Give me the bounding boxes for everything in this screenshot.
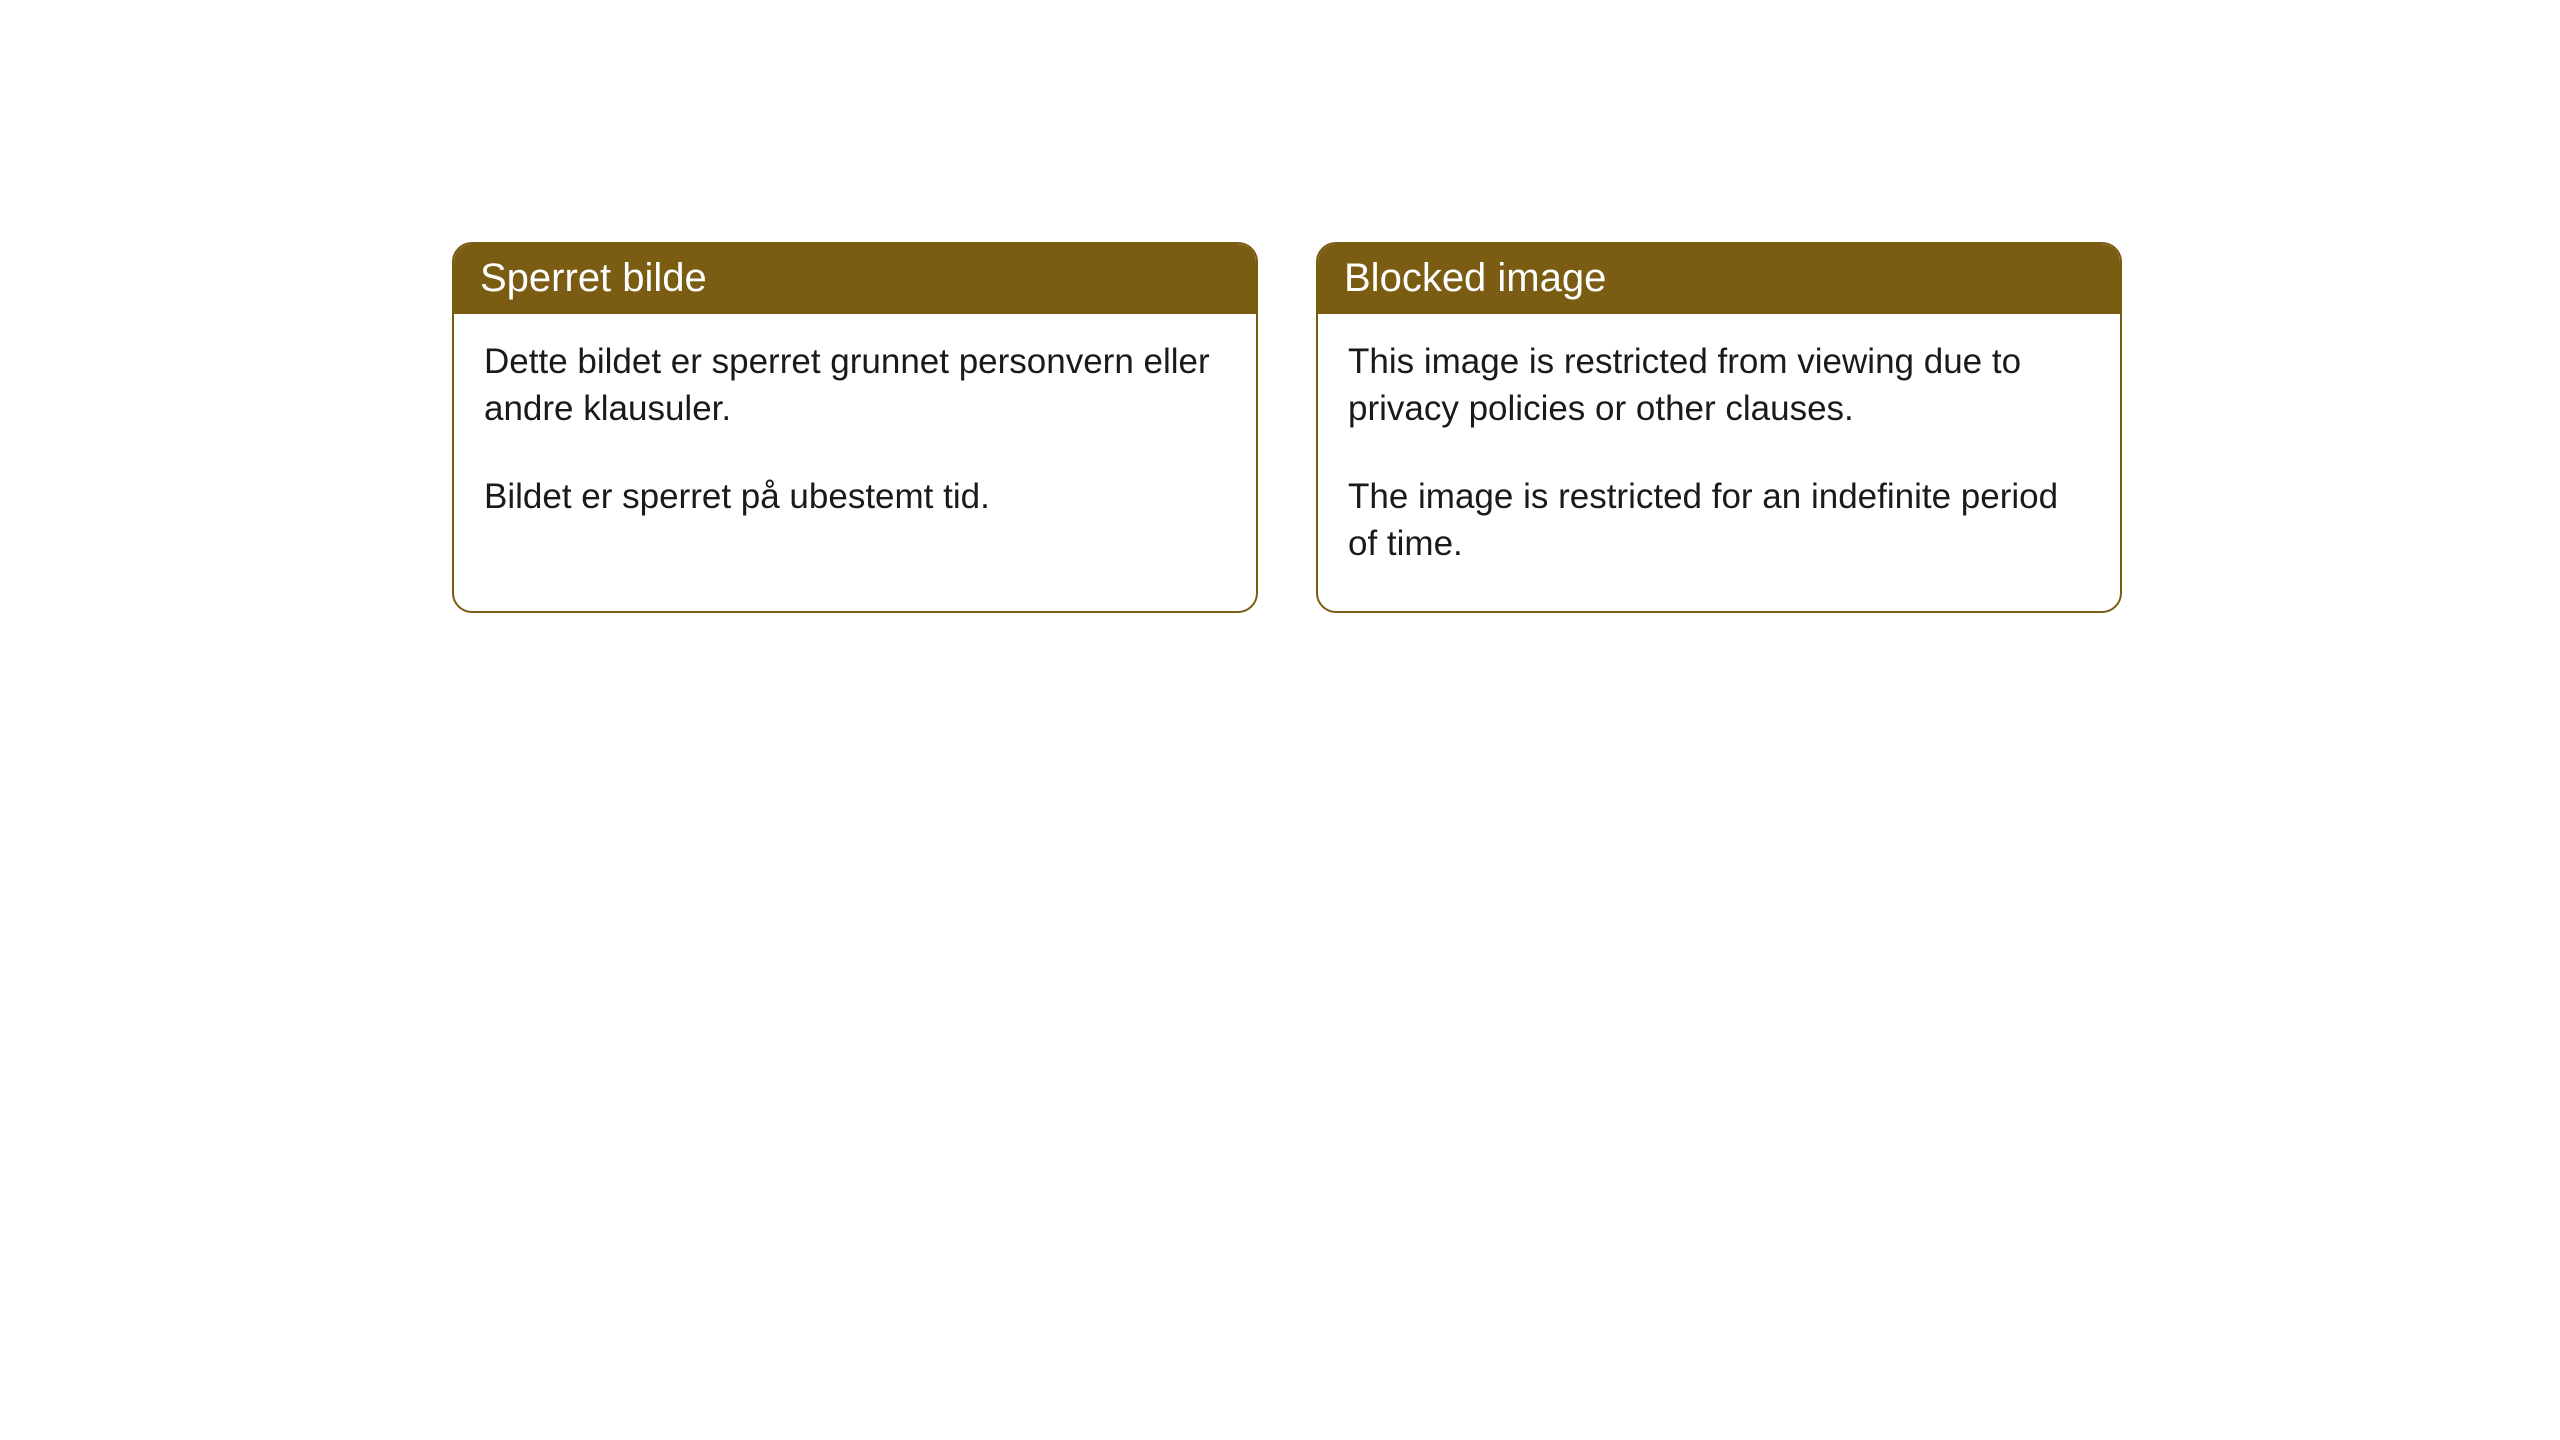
card-english: Blocked image This image is restricted f… xyxy=(1316,242,2122,613)
card-norwegian: Sperret bilde Dette bildet er sperret gr… xyxy=(452,242,1258,613)
card-p1-en: This image is restricted from viewing du… xyxy=(1348,338,2090,433)
card-body-en: This image is restricted from viewing du… xyxy=(1318,314,2120,611)
card-body-no: Dette bildet er sperret grunnet personve… xyxy=(454,314,1256,564)
card-p2-no: Bildet er sperret på ubestemt tid. xyxy=(484,473,1226,520)
notice-container: Sperret bilde Dette bildet er sperret gr… xyxy=(0,0,2560,613)
card-title-en: Blocked image xyxy=(1318,244,2120,314)
card-p2-en: The image is restricted for an indefinit… xyxy=(1348,473,2090,568)
card-p1-no: Dette bildet er sperret grunnet personve… xyxy=(484,338,1226,433)
card-title-no: Sperret bilde xyxy=(454,244,1256,314)
